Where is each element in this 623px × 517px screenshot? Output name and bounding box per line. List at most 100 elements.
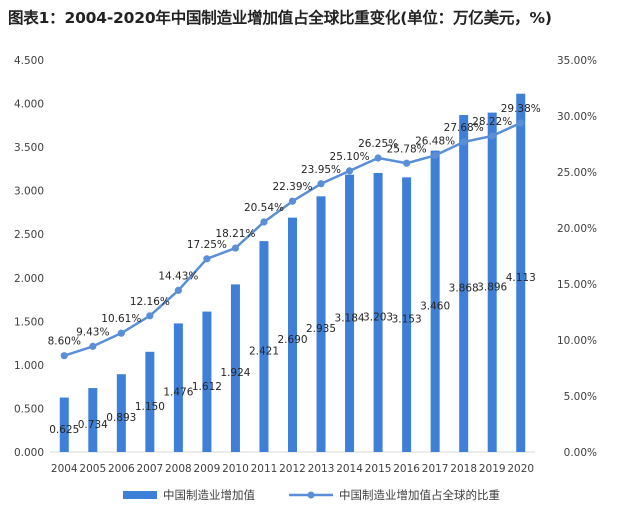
bar-data-label: 3.896 (477, 281, 507, 293)
line-point (60, 352, 68, 360)
bar-data-label: 0.625 (49, 424, 79, 436)
x-tick-label: 2015 (365, 463, 392, 475)
x-tick-label: 2006 (108, 463, 135, 475)
bar (259, 241, 269, 452)
line-point (374, 154, 382, 162)
y-right-tick-label: 15.00% (557, 279, 597, 291)
bar (230, 284, 240, 452)
bar (88, 388, 98, 452)
x-tick-label: 2005 (79, 463, 106, 475)
y-right-tick-label: 30.00% (557, 111, 597, 123)
bar (516, 93, 526, 452)
bar-data-label: 3.184 (335, 312, 365, 324)
x-tick-label: 2018 (450, 463, 477, 475)
line-point (460, 138, 468, 146)
bar-data-label: 1.476 (163, 387, 193, 399)
line-point (117, 329, 125, 337)
y-right-tick-label: 0.00% (564, 447, 597, 459)
x-tick-label: 2010 (222, 463, 249, 475)
y-right-tick-label: 10.00% (557, 335, 597, 347)
bar-data-label: 1.924 (220, 367, 250, 379)
bar (487, 112, 497, 452)
bar-data-label: 2.690 (277, 334, 307, 346)
legend-bar-swatch (123, 491, 157, 499)
line-data-label: 27.68% (444, 122, 484, 134)
legend-bar-label: 中国制造业增加值 (163, 488, 255, 502)
y-left-tick-label: 4.000 (14, 99, 44, 111)
bar (345, 174, 355, 452)
bar (173, 323, 183, 452)
legend-item-bar: 中国制造业增加值 (123, 487, 255, 503)
x-tick-label: 2007 (136, 463, 163, 475)
line-point (288, 197, 297, 205)
bar (288, 217, 297, 452)
bar (145, 351, 155, 452)
bar-data-label: 4.113 (506, 272, 536, 284)
line-point (203, 255, 211, 263)
x-tick-label: 2013 (308, 463, 335, 475)
bar-data-label: 3.460 (420, 300, 450, 312)
line-point (89, 342, 97, 350)
line-point (403, 159, 411, 167)
x-tick-label: 2019 (479, 463, 506, 475)
x-tick-label: 2014 (336, 463, 363, 475)
legend: 中国制造业增加值 中国制造业增加值占全球的比重 (0, 487, 623, 503)
line-data-label: 20.54% (244, 202, 284, 214)
bar-data-label: 3.203 (363, 311, 393, 323)
line-data-label: 18.21% (215, 228, 255, 240)
line-data-label: 26.48% (415, 135, 455, 147)
y-right-tick-label: 25.00% (557, 167, 597, 179)
line-point (431, 151, 439, 160)
line-data-label: 29.38% (501, 103, 541, 115)
line-point (260, 218, 268, 226)
line-point (345, 167, 354, 175)
bar (316, 196, 326, 452)
y-left-tick-label: 3.500 (14, 142, 44, 154)
line-point (517, 119, 525, 127)
y-left-tick-label: 3.000 (14, 186, 44, 198)
x-tick-label: 2011 (251, 463, 278, 475)
line-data-label: 14.43% (158, 270, 198, 282)
line-data-label: 9.43% (76, 326, 109, 338)
bar-data-label: 3.868 (449, 283, 479, 295)
bar (59, 397, 69, 452)
y-left-tick-label: 2.500 (14, 229, 44, 241)
x-tick-label: 2008 (165, 463, 192, 475)
chart-title: 图表1：2004-2020年中国制造业增加值占全球比重变化(单位：万亿美元，%) (8, 9, 552, 27)
line-point (174, 286, 182, 294)
legend-item-line: 中国制造业增加值占全球的比重 (289, 487, 500, 503)
y-left-tick-label: 0.000 (14, 447, 44, 459)
bar-data-label: 0.734 (78, 419, 108, 431)
x-tick-label: 2017 (422, 463, 449, 475)
bar-data-label: 1.150 (135, 401, 165, 413)
x-tick-label: 2020 (507, 463, 534, 475)
bar (430, 150, 440, 452)
line-data-label: 22.39% (272, 181, 312, 193)
bar (373, 172, 383, 453)
line-point (488, 132, 496, 140)
line-point (317, 180, 325, 188)
y-left-tick-label: 4.500 (14, 55, 44, 67)
bar-data-label: 2.421 (249, 346, 279, 358)
bar (202, 311, 212, 452)
bar-data-label: 1.612 (192, 381, 222, 393)
y-left-tick-label: 1.500 (14, 316, 44, 328)
line-data-label: 26.25% (358, 138, 398, 150)
x-tick-label: 2016 (393, 463, 420, 475)
x-tick-label: 2004 (51, 463, 78, 475)
x-tick-label: 2012 (279, 463, 306, 475)
line-data-label: 28.22% (472, 116, 512, 128)
line-data-label: 8.60% (48, 336, 81, 348)
legend-line-swatch (289, 491, 333, 499)
bar (116, 374, 126, 452)
line-point (146, 312, 154, 320)
y-right-tick-label: 20.00% (557, 223, 597, 235)
legend-line-label: 中国制造业增加值占全球的比重 (339, 488, 500, 502)
bar (459, 115, 469, 452)
y-right-tick-label: 5.00% (564, 391, 597, 403)
bar-data-label: 0.893 (106, 412, 136, 424)
line-data-label: 25.10% (330, 151, 370, 163)
bar (402, 177, 412, 452)
line-data-label: 17.25% (187, 239, 227, 251)
